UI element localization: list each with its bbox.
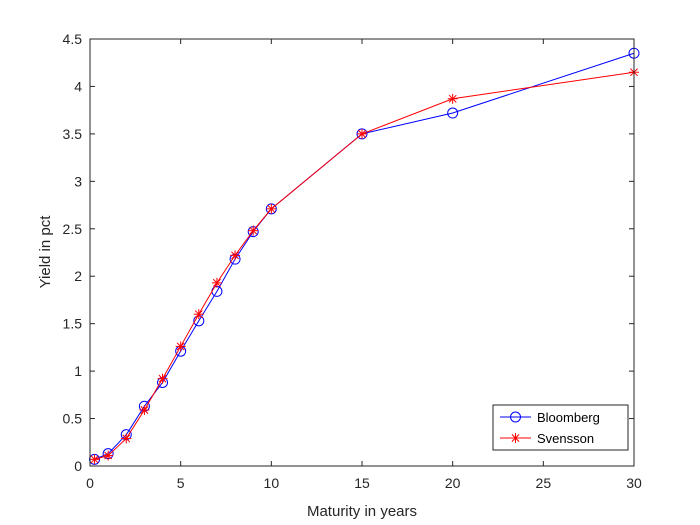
- bloomberg-point: [447, 107, 459, 119]
- svensson-point: [157, 373, 168, 384]
- asterisk-stroke: [176, 342, 185, 351]
- asterisk-stroke: [358, 129, 366, 138]
- asterisk-stroke: [267, 204, 276, 213]
- svensson-point: [193, 309, 204, 320]
- asterisk-stroke: [122, 434, 131, 443]
- svensson-line: [94, 71, 635, 460]
- svensson-point: [248, 225, 259, 236]
- plot-area: [90, 39, 634, 466]
- legend-item-svensson: Svensson: [500, 431, 594, 446]
- asterisk-stroke: [231, 251, 240, 260]
- y-tick-label: 4.5: [63, 31, 83, 47]
- asterisk-stroke: [158, 374, 167, 383]
- svensson-point: [230, 250, 241, 261]
- y-tick-label: 2: [74, 268, 82, 284]
- legend-marker: [510, 433, 521, 443]
- x-tick-label: 10: [264, 475, 280, 491]
- y-tick-label: 0.5: [63, 411, 83, 427]
- y-tick-label: 2.5: [63, 221, 83, 237]
- x-tick-label: 20: [445, 475, 461, 491]
- asterisk-stroke: [90, 455, 99, 464]
- x-tick-label: 15: [354, 475, 370, 491]
- y-tick-label: 4: [74, 78, 82, 94]
- legend-label: Svensson: [537, 431, 594, 446]
- y-tick-label: 3.5: [63, 126, 83, 142]
- asterisk-stroke: [448, 94, 457, 103]
- legend: Bloomberg Svensson: [492, 404, 629, 451]
- asterisk-stroke: [194, 310, 203, 319]
- y-tick-label: 3: [74, 173, 82, 189]
- x-axis-label: Maturity in years: [307, 503, 417, 520]
- legend-label: Bloomberg: [537, 410, 600, 425]
- y-tick-label: 0: [74, 458, 82, 474]
- y-tick-label: 1.5: [63, 316, 83, 332]
- asterisk-stroke: [249, 226, 258, 235]
- svensson-point: [357, 128, 367, 139]
- y-axis-label: Yield in pct: [37, 215, 54, 289]
- svensson-point: [266, 203, 277, 214]
- svensson-point: [89, 454, 100, 465]
- asterisk-stroke: [511, 434, 520, 442]
- x-tick-label: 5: [177, 475, 185, 491]
- svensson-point: [121, 433, 132, 444]
- asterisk-stroke: [212, 278, 221, 287]
- svensson-point: [175, 341, 186, 352]
- asterisk-stroke: [104, 451, 113, 460]
- x-tick-label: 30: [626, 475, 642, 491]
- x-tick-label: 0: [86, 475, 94, 491]
- svensson-point: [139, 405, 150, 416]
- svensson-point: [103, 450, 114, 461]
- x-tick-label: 25: [536, 475, 552, 491]
- asterisk-stroke: [140, 406, 149, 414]
- y-tick-label: 1: [74, 363, 82, 379]
- legend-item-bloomberg: Bloomberg: [500, 410, 600, 425]
- svensson-point: [211, 277, 222, 288]
- legend-marker: [510, 411, 521, 423]
- svensson-point: [447, 93, 458, 104]
